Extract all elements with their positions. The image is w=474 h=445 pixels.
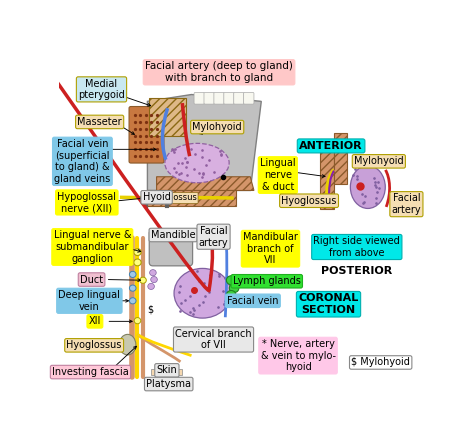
Text: Medial
pterygoid: Medial pterygoid	[78, 79, 125, 100]
Text: POSTERIOR: POSTERIOR	[321, 266, 392, 276]
Text: Facial
artery: Facial artery	[199, 226, 228, 247]
Circle shape	[229, 283, 239, 292]
Circle shape	[227, 291, 236, 299]
Ellipse shape	[165, 143, 229, 183]
Text: Skin: Skin	[156, 365, 177, 375]
Bar	[151, 378, 182, 384]
Text: ANTERIOR: ANTERIOR	[299, 141, 363, 151]
Polygon shape	[147, 94, 261, 190]
FancyBboxPatch shape	[129, 106, 164, 163]
Circle shape	[227, 276, 236, 285]
Text: Facial vein: Facial vein	[227, 296, 279, 306]
Text: * Nerve, artery
& vein to mylo-
hyoid: * Nerve, artery & vein to mylo- hyoid	[261, 339, 336, 372]
Text: Investing fascia: Investing fascia	[52, 367, 129, 377]
Text: Lingual
nerve
& duct: Lingual nerve & duct	[260, 158, 296, 192]
FancyBboxPatch shape	[320, 139, 334, 209]
Text: $ Mylohyoid: $ Mylohyoid	[351, 357, 410, 368]
Text: Mylohyoid: Mylohyoid	[192, 122, 242, 132]
Text: Duct: Duct	[80, 275, 103, 284]
FancyBboxPatch shape	[334, 133, 347, 184]
Text: Platysma: Platysma	[146, 379, 191, 389]
Text: Facial artery (deep to gland)
with branch to gland: Facial artery (deep to gland) with branc…	[145, 61, 293, 83]
FancyBboxPatch shape	[149, 230, 192, 266]
Text: Hyoglossus: Hyoglossus	[66, 340, 122, 350]
Text: Lingual nerve &
submandibular
ganglion: Lingual nerve & submandibular ganglion	[54, 231, 131, 263]
FancyBboxPatch shape	[214, 93, 224, 104]
Ellipse shape	[119, 334, 136, 355]
Polygon shape	[156, 177, 254, 190]
Polygon shape	[147, 190, 236, 206]
Circle shape	[134, 249, 141, 255]
Ellipse shape	[350, 166, 385, 208]
Text: Mylohyoid: Mylohyoid	[354, 156, 404, 166]
Circle shape	[140, 277, 146, 283]
Text: Lymph glands: Lymph glands	[233, 276, 301, 286]
Circle shape	[129, 298, 136, 304]
Text: Cervical branch
of VII: Cervical branch of VII	[175, 329, 252, 350]
Text: Hyoid: Hyoid	[143, 192, 171, 202]
Text: CORONAL
SECTION: CORONAL SECTION	[299, 293, 359, 315]
Text: Right side viewed
from above: Right side viewed from above	[313, 236, 400, 258]
Text: Hyoglossus: Hyoglossus	[282, 196, 337, 206]
Text: Mandibular
branch of
VII: Mandibular branch of VII	[243, 232, 298, 265]
Text: XII: XII	[89, 316, 101, 326]
Text: Hyoglossus: Hyoglossus	[149, 194, 197, 202]
Circle shape	[151, 276, 157, 283]
Circle shape	[129, 285, 136, 291]
Circle shape	[134, 318, 141, 324]
Text: Deep lingual
vein: Deep lingual vein	[58, 290, 120, 311]
Text: Facial vein
(superficial
to gland) &
gland veins: Facial vein (superficial to gland) & gla…	[54, 139, 110, 184]
Text: Masseter: Masseter	[77, 117, 122, 127]
Circle shape	[148, 283, 155, 290]
FancyBboxPatch shape	[204, 93, 214, 104]
Circle shape	[150, 270, 156, 276]
Text: Mandible: Mandible	[151, 230, 195, 240]
Bar	[151, 369, 182, 376]
FancyBboxPatch shape	[234, 93, 244, 104]
Polygon shape	[149, 98, 186, 136]
Ellipse shape	[174, 268, 231, 318]
Text: Hypoglossal
nerve (XII): Hypoglossal nerve (XII)	[57, 192, 116, 213]
FancyBboxPatch shape	[194, 93, 204, 104]
Text: Facial
artery: Facial artery	[392, 194, 421, 215]
Circle shape	[134, 259, 141, 266]
FancyBboxPatch shape	[224, 93, 234, 104]
FancyBboxPatch shape	[244, 93, 254, 104]
Circle shape	[129, 271, 136, 278]
Text: $: $	[147, 304, 153, 314]
